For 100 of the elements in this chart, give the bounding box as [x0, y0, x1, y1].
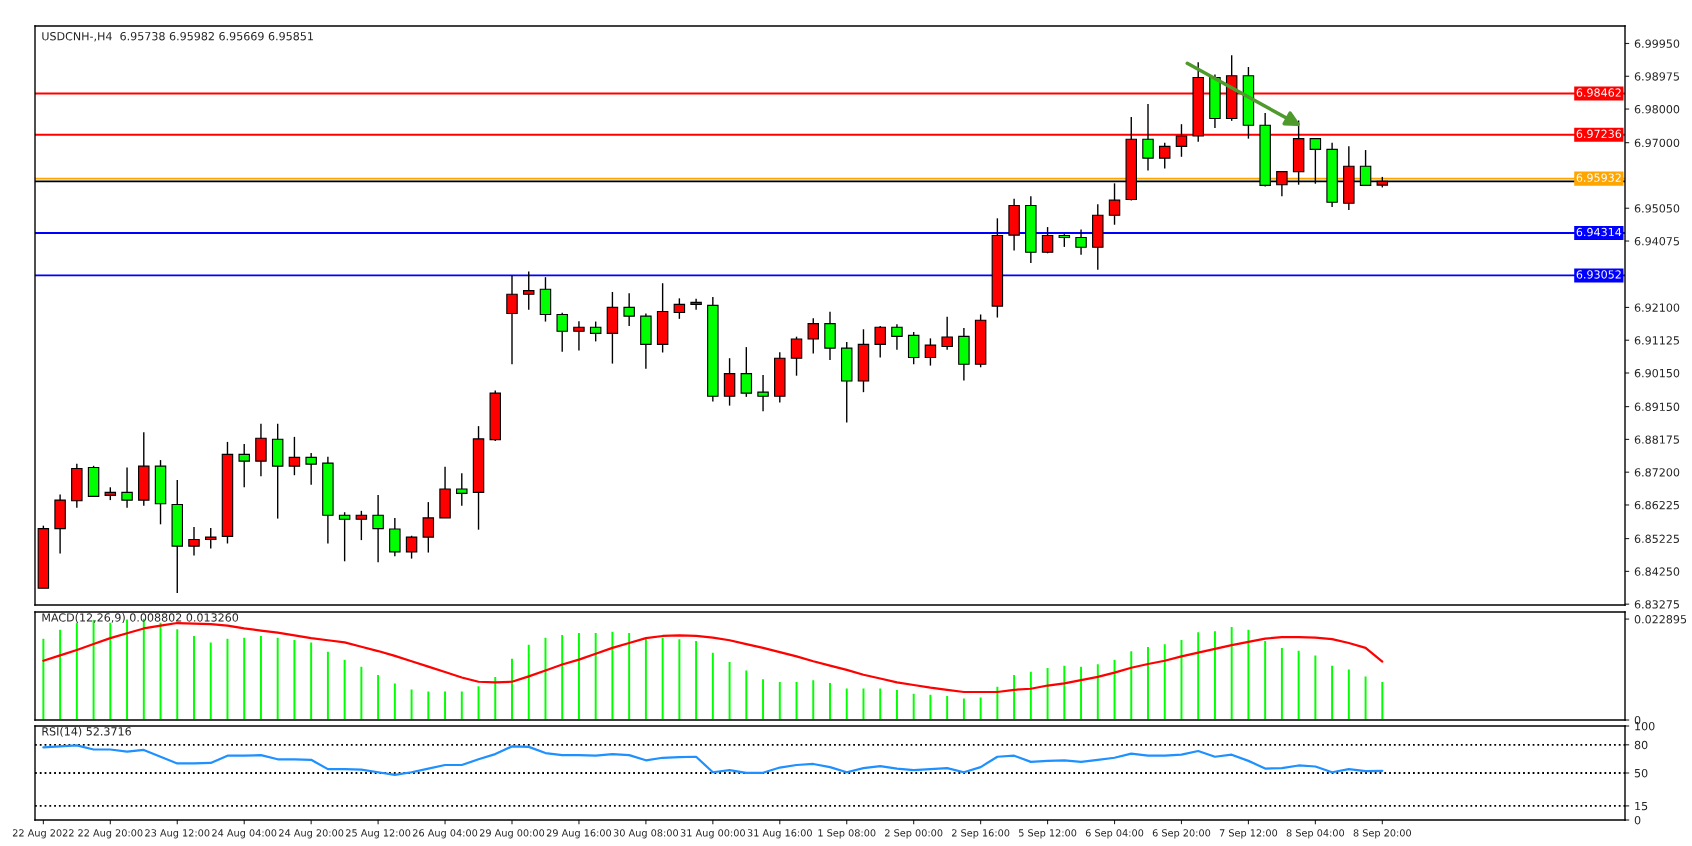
bar: [292, 638, 297, 720]
candlestick: [740, 346, 753, 398]
x-tick-label: 31 Aug 00:00: [680, 829, 745, 839]
candlestick: [288, 436, 301, 476]
bar: [944, 694, 950, 720]
bar: [358, 665, 364, 720]
bar: [1061, 664, 1067, 720]
bar: [610, 630, 615, 720]
bar: [1346, 668, 1352, 720]
x-tick-label: 22 Aug 20:00: [78, 829, 143, 839]
x-tick-label: 6 Sep 04:00: [1085, 829, 1144, 839]
bar: [844, 686, 850, 720]
candlestick: [573, 320, 585, 352]
x-tick-label: 31 Aug 16:00: [747, 829, 812, 839]
bar: [459, 690, 465, 720]
ref-line-label: 6.97236: [1576, 129, 1622, 138]
candlestick: [305, 452, 317, 486]
bar: [241, 636, 247, 720]
bar: [107, 621, 113, 720]
candlestick: [874, 325, 886, 359]
y-tick-label: 6.99950: [1634, 39, 1680, 48]
y-tick-label: 6.97000: [1634, 138, 1680, 148]
bar: [1379, 680, 1385, 720]
bar: [676, 637, 682, 720]
bar: [476, 684, 481, 720]
x-tick-label: 2 Sep 16:00: [951, 829, 1010, 839]
bar: [660, 636, 666, 720]
bar: [794, 680, 799, 720]
bar: [158, 621, 163, 720]
bar: [928, 693, 933, 720]
bar: [559, 633, 565, 720]
bar: [392, 682, 398, 720]
bar: [342, 658, 348, 720]
bar: [425, 690, 431, 720]
bar: [40, 637, 46, 720]
candlestick: [422, 501, 435, 554]
bar: [777, 680, 783, 720]
bar: [727, 660, 732, 720]
bar: [1179, 638, 1184, 720]
x-tick-label: 5 Sep 12:00: [1018, 829, 1077, 839]
candlestick: [807, 317, 820, 355]
bar: [492, 675, 498, 720]
candlestick: [522, 270, 535, 311]
candlestick: [690, 297, 702, 311]
candlestick: [556, 312, 568, 353]
bar: [174, 627, 180, 720]
x-tick-label: 29 Aug 16:00: [546, 829, 612, 839]
candlestick: [673, 297, 686, 320]
chart-title: USDCNH-,H4 6.95738 6.95982 6.95669 6.95851: [42, 31, 313, 42]
x-tick-label: 26 Aug 04:00: [412, 829, 478, 839]
bar: [275, 636, 281, 720]
bar: [1229, 625, 1235, 720]
candlestick: [372, 494, 384, 563]
bar: [1195, 630, 1201, 720]
bar: [626, 631, 632, 720]
y-tick-label: 6.98975: [1634, 72, 1679, 81]
candlestick: [941, 316, 953, 351]
bar: [810, 678, 816, 720]
candlestick: [1041, 226, 1054, 254]
bar: [208, 641, 214, 720]
y-tick-label: 0: [1634, 815, 1641, 825]
x-tick-label: 7 Sep 12:00: [1219, 829, 1278, 839]
bar: [1128, 649, 1134, 720]
y-tick-label: 6.83275: [1634, 600, 1679, 609]
candlestick: [891, 323, 903, 351]
bar: [1363, 675, 1368, 720]
bar: [911, 692, 917, 720]
line-series: [42, 744, 1384, 776]
bar: [308, 641, 314, 720]
y-tick-label: 6.85225: [1634, 534, 1679, 543]
candlestick: [907, 331, 920, 365]
y-tick-label: 6.95050: [1634, 204, 1680, 213]
y-tick-label: 50: [1634, 768, 1648, 778]
y-tick-label: 6.92100: [1634, 303, 1680, 312]
candlestick: [1158, 141, 1171, 170]
ref-line-label: 6.94314: [1576, 227, 1622, 237]
y-tick-label: 6.98000: [1634, 105, 1680, 114]
candlestick: [1142, 103, 1154, 172]
x-tick-label: 24 Aug 04:00: [212, 829, 277, 839]
bar: [1162, 642, 1168, 720]
candlestick: [355, 510, 368, 541]
bar: [74, 621, 80, 720]
bar: [1095, 662, 1101, 720]
x-tick-label: 2 Sep 00:00: [885, 829, 943, 839]
bar: [978, 696, 984, 720]
bar: [1312, 654, 1318, 720]
candlestick: [924, 337, 937, 367]
x-tick-label: 30 Aug 08:00: [613, 829, 679, 839]
bar: [593, 631, 599, 720]
ref-line-label: 6.98462: [1576, 88, 1621, 97]
candlestick: [121, 466, 133, 509]
bar: [1112, 658, 1117, 720]
x-tick-label: 1 Sep 08:00: [818, 829, 876, 839]
candlestick: [338, 511, 351, 562]
bar: [225, 637, 230, 720]
bar: [409, 688, 414, 720]
bar: [710, 651, 716, 720]
bar: [994, 685, 1000, 720]
candlestick: [623, 292, 635, 327]
chart-title: MACD(12,26,9) 0.008802 0.013260: [42, 613, 239, 623]
